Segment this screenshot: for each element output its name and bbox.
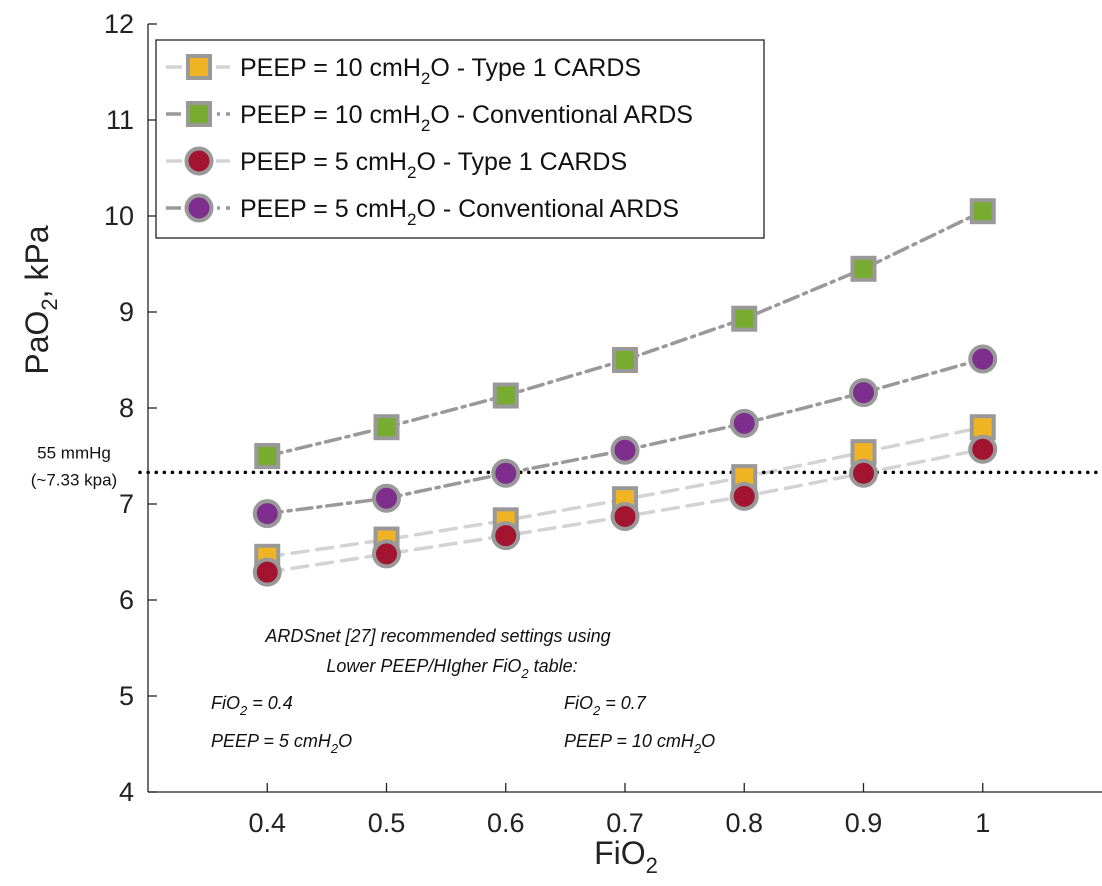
legend-label-2: PEEP = 10 cmH2O - Conventional ARDS bbox=[240, 101, 693, 135]
annotation-heading-line2: Lower PEEP/HIgher FiO2 table: bbox=[326, 656, 577, 681]
threshold-label-line1: 55 mmHg bbox=[37, 443, 111, 462]
series-4-point-6 bbox=[849, 378, 878, 408]
series-3-point-7 bbox=[968, 434, 998, 464]
y-tick-label: 7 bbox=[119, 489, 134, 519]
y-tick-label: 9 bbox=[119, 297, 134, 327]
annotation-left-peep: PEEP = 5 cmH2O bbox=[211, 731, 352, 756]
series-3-point-6 bbox=[849, 458, 878, 488]
series-3-point-2 bbox=[372, 539, 401, 569]
series-4-point-3 bbox=[491, 458, 521, 488]
legend-label-3: PEEP = 5 cmH2O - Type 1 CARDS bbox=[240, 148, 627, 182]
series-4-point-1 bbox=[252, 499, 282, 529]
series-2-point-6 bbox=[850, 255, 877, 282]
y-tick-label: 11 bbox=[106, 105, 134, 135]
annotation-right-fio2: FiO2 = 0.7 bbox=[564, 693, 647, 718]
axes: 4 5 6 7 8 9 10 11 12 0.4 0.5 0.6 0.7 0.8 0.9 1 bbox=[104, 9, 1102, 838]
series-2-point-3 bbox=[492, 382, 519, 409]
x-axis-label: FiO2 bbox=[594, 835, 658, 878]
legend-marker-1 bbox=[186, 54, 212, 80]
legend: PEEP = 10 cmH2O - Type 1 CARDS PEEP = 10 … bbox=[155, 39, 765, 239]
x-tick-label: 1 bbox=[975, 808, 990, 838]
y-tick-label: 12 bbox=[104, 9, 134, 39]
legend-box bbox=[155, 39, 765, 239]
x-tick-label: 0.6 bbox=[487, 808, 525, 838]
y-tick-label: 5 bbox=[119, 681, 134, 711]
x-tick-label: 0.4 bbox=[248, 808, 286, 838]
series-2-point-7 bbox=[969, 198, 996, 225]
series-3-point-3 bbox=[491, 521, 521, 551]
y-tick-label: 10 bbox=[104, 201, 134, 231]
series-3-point-5 bbox=[729, 481, 759, 511]
y-tick-label: 8 bbox=[119, 393, 134, 423]
series-2-point-5 bbox=[731, 305, 758, 332]
y-axis-label: PaO2, kPa bbox=[19, 225, 62, 374]
annotations: ARDSnet [27] recommended settings using L… bbox=[211, 626, 715, 756]
series-4-point-4 bbox=[610, 435, 640, 465]
y-tick-label: 4 bbox=[119, 777, 134, 807]
annotation-heading-line1: ARDSnet [27] recommended settings using bbox=[264, 626, 610, 646]
series-2-point-1 bbox=[254, 443, 281, 469]
legend-label-4: PEEP = 5 cmH2O - Conventional ARDS bbox=[240, 195, 679, 229]
y-tick-label: 6 bbox=[119, 585, 134, 615]
legend-marker-2 bbox=[186, 101, 212, 127]
legend-marker-3 bbox=[184, 146, 214, 176]
annotation-right-peep: PEEP = 10 cmH2O bbox=[564, 731, 715, 756]
series-4-point-7 bbox=[968, 344, 998, 374]
annotation-left-fio2: FiO2 = 0.4 bbox=[211, 693, 293, 718]
series-markers bbox=[252, 198, 998, 587]
series-4-point-5 bbox=[729, 408, 759, 438]
series-3-point-1 bbox=[252, 557, 282, 587]
threshold-group: 55 mmHg (~7.33 kpa) bbox=[31, 443, 1102, 489]
threshold-label-line2: (~7.33 kpa) bbox=[31, 470, 117, 489]
legend-label-1: PEEP = 10 cmH2O - Type 1 CARDS bbox=[240, 54, 641, 88]
series-3-point-4 bbox=[610, 501, 640, 531]
series-2-point-4 bbox=[612, 347, 638, 373]
x-tick-label: 0.8 bbox=[725, 808, 763, 838]
series-2-point-2 bbox=[373, 414, 400, 441]
x-tick-label: 0.9 bbox=[845, 808, 883, 838]
series-4-point-2 bbox=[372, 483, 401, 513]
legend-marker-4 bbox=[184, 193, 214, 223]
axis-labels: FiO2 PaO2, kPa bbox=[19, 225, 658, 878]
x-tick-label: 0.7 bbox=[606, 808, 644, 838]
x-tick-label: 0.5 bbox=[368, 808, 406, 838]
